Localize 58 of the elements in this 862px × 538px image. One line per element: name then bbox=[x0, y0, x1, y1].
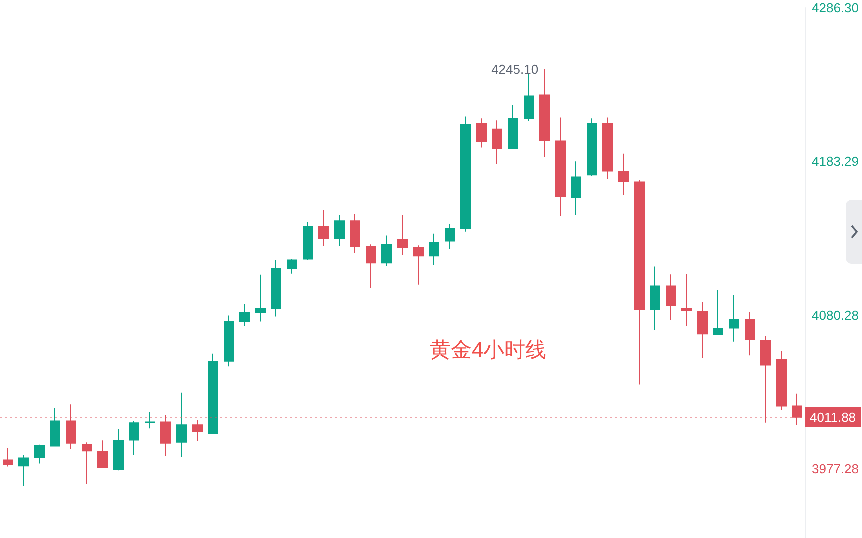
candlestick bbox=[792, 393, 802, 426]
candlestick bbox=[50, 408, 60, 448]
candlestick bbox=[271, 260, 281, 318]
candlestick bbox=[113, 428, 124, 472]
candlestick bbox=[681, 274, 692, 327]
candlestick bbox=[255, 274, 266, 322]
y-tick-label: 3977.28 bbox=[812, 461, 860, 476]
candlestick bbox=[145, 412, 155, 430]
candlestick bbox=[413, 245, 424, 286]
candlestick bbox=[524, 73, 534, 122]
candlestick bbox=[729, 294, 739, 342]
candlestick bbox=[129, 420, 139, 456]
candlestick bbox=[445, 224, 455, 250]
candlestick bbox=[208, 353, 218, 435]
candlestick bbox=[776, 350, 787, 411]
candlestick bbox=[476, 118, 487, 148]
candlestick bbox=[176, 392, 187, 458]
candlestick bbox=[350, 214, 360, 254]
candlestick bbox=[334, 214, 345, 248]
candlestick bbox=[381, 235, 392, 267]
annotation: 4245.10 bbox=[492, 62, 539, 77]
candlestick bbox=[224, 315, 234, 368]
candlestick bbox=[192, 420, 203, 442]
candlestick bbox=[650, 266, 660, 331]
y-tick-label: 4080.28 bbox=[812, 308, 860, 323]
candlestick bbox=[555, 117, 566, 216]
annotation: 黄金4小时线 bbox=[430, 339, 547, 362]
candlestick bbox=[618, 153, 629, 196]
candlestick bbox=[287, 258, 297, 274]
candlestick bbox=[602, 117, 613, 180]
candlestick bbox=[3, 448, 13, 468]
candlestick bbox=[460, 116, 471, 232]
candlestick bbox=[397, 214, 408, 256]
candlestick bbox=[18, 454, 29, 487]
candlestick bbox=[634, 179, 645, 386]
candlestick bbox=[745, 312, 755, 356]
candlestick bbox=[34, 444, 45, 464]
y-tick-label: 4286.30 bbox=[812, 0, 860, 16]
candlestick bbox=[97, 440, 108, 469]
candlestick bbox=[82, 442, 92, 485]
candlestick bbox=[318, 210, 329, 248]
candlestick bbox=[239, 304, 250, 327]
candlestick bbox=[429, 233, 439, 266]
candlestick bbox=[713, 290, 723, 336]
candlestick bbox=[539, 68, 550, 158]
y-tick-label: 4183.29 bbox=[812, 154, 860, 170]
candlestick bbox=[666, 274, 676, 321]
candlestick bbox=[697, 302, 708, 359]
candlestick bbox=[571, 161, 581, 216]
candlestick bbox=[508, 104, 518, 150]
candlestick bbox=[587, 118, 597, 176]
candlestick bbox=[303, 222, 313, 261]
ref-line-label: 4011.88 bbox=[810, 410, 856, 425]
candlestick bbox=[492, 120, 502, 165]
candlestick bbox=[66, 404, 76, 450]
candlestick bbox=[160, 414, 171, 457]
candlestick bbox=[760, 336, 771, 424]
candlestick bbox=[366, 244, 376, 289]
